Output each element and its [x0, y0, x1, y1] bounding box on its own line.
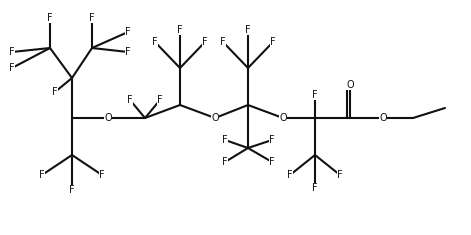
Text: F: F: [152, 37, 158, 47]
Text: F: F: [287, 170, 293, 180]
Text: F: F: [312, 183, 318, 193]
Text: F: F: [99, 170, 105, 180]
Text: F: F: [47, 13, 53, 23]
Text: F: F: [245, 25, 251, 35]
Text: O: O: [211, 113, 219, 123]
Text: O: O: [104, 113, 112, 123]
Text: F: F: [312, 90, 318, 100]
Text: F: F: [269, 135, 275, 145]
Text: F: F: [9, 63, 15, 73]
Text: F: F: [270, 37, 276, 47]
Text: O: O: [379, 113, 387, 123]
Text: O: O: [279, 113, 287, 123]
Text: F: F: [9, 47, 15, 57]
Text: F: F: [39, 170, 45, 180]
Text: F: F: [127, 95, 133, 105]
Text: F: F: [157, 95, 163, 105]
Text: F: F: [269, 157, 275, 167]
Text: F: F: [125, 27, 131, 37]
Text: F: F: [125, 47, 131, 57]
Text: F: F: [222, 135, 228, 145]
Text: F: F: [177, 25, 183, 35]
Text: F: F: [89, 13, 95, 23]
Text: F: F: [220, 37, 226, 47]
Text: O: O: [346, 80, 354, 90]
Text: F: F: [337, 170, 343, 180]
Text: F: F: [52, 87, 58, 97]
Text: F: F: [222, 157, 228, 167]
Text: F: F: [69, 185, 75, 195]
Text: F: F: [202, 37, 208, 47]
